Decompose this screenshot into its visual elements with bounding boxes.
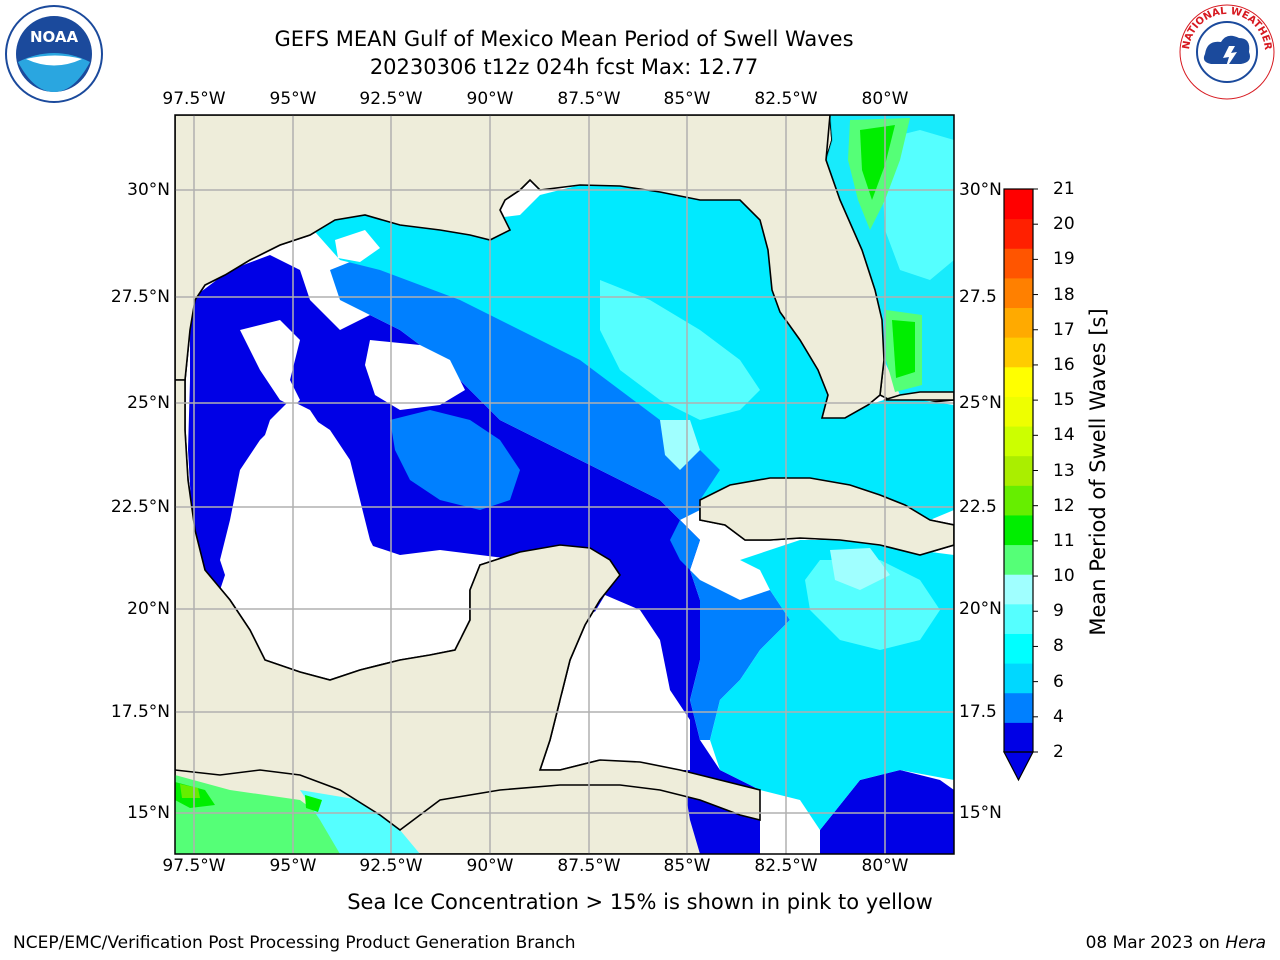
colorbar-tick-label: 17 [1053,319,1075,340]
colorbar-swatch [1004,218,1033,249]
map-subtitle: 20230306 t12z 024h fcst Max: 12.77 [369,55,759,79]
lon-label-bottom: 95°W [269,856,317,876]
colorbar-swatch [1004,514,1033,546]
colorbar-swatch [1004,277,1033,309]
sea-ice-caption: Sea Ice Concentration > 15% is shown in … [347,890,933,914]
lat-label-left: 25°N [127,393,170,413]
footer-credit: NCEP/EMC/Verification Post Processing Pr… [13,933,576,953]
colorbar-swatch [1004,248,1033,279]
colorbar-tick-label: 18 [1053,284,1075,305]
colorbar-tick-label: 10 [1053,566,1075,587]
lon-label-bottom: 80°W [861,856,909,876]
colorbar-tick-label: 12 [1053,495,1075,516]
colorbar-tick-label: 11 [1053,530,1075,551]
colorbar-swatch [1004,544,1033,575]
colorbar-swatch [1004,337,1033,368]
nws-logo: NATIONAL WEATHER SERVICE [1177,2,1275,100]
lon-label-bottom: 87.5°W [557,856,621,876]
lat-label-right: 15°N [959,803,1002,823]
colorbar-tick-label: 15 [1053,390,1075,411]
lon-label-bottom: 90°W [466,856,514,876]
colorbar-tick-label: 14 [1053,425,1075,446]
lat-label-right: 22.5 [959,497,997,517]
colorbar-swatch [1004,396,1033,427]
lat-label-left: 20°N [127,599,170,619]
swell-field [175,115,954,854]
lat-label-right: 27.5 [959,287,997,307]
lon-label-top: 95°W [269,89,317,109]
colorbar-swatch [1004,603,1033,634]
lat-label-left: 27.5°N [110,287,170,307]
lon-label-top: 85°W [663,89,711,109]
colorbar-swatch [1004,663,1033,694]
colorbar-tick-label: 8 [1053,636,1064,657]
colorbar-swatch [1004,485,1033,516]
colorbar-swatch [1004,366,1033,397]
lat-label-left: 30°N [127,180,170,200]
colorbar-swatch [1004,574,1033,605]
colorbar-tick-label: 6 [1053,671,1064,692]
colorbar-title: Mean Period of Swell Waves [s] [1086,308,1110,636]
lat-label-right: 30°N [959,180,1002,200]
colorbar-tick-label: 2 [1053,742,1064,762]
footer-host: Hera [1225,933,1266,953]
colorbar-tick-label: 4 [1053,706,1064,727]
map-frame [174,114,955,855]
lat-label-right: 20°N [959,599,1002,619]
lon-label-bottom: 85°W [663,856,711,876]
colorbar-tick-label: 16 [1053,354,1075,375]
colorbar-tick-label: 19 [1053,249,1075,270]
lat-label-right: 25°N [959,393,1002,413]
lat-label-left: 22.5°N [110,497,170,517]
lat-label-right: 17.5 [959,702,997,722]
lon-label-bottom: 97.5°W [162,856,226,876]
footer-date-text: 08 Mar 2023 on [1085,933,1220,953]
lon-label-top: 97.5°W [162,89,226,109]
map-title: GEFS MEAN Gulf of Mexico Mean Period of … [274,27,854,51]
colorbar-swatch [1004,189,1033,220]
lon-label-top: 90°W [466,89,514,109]
colorbar-swatch [1004,307,1033,338]
lon-label-bottom: 82.5°W [754,856,818,876]
graticule [175,115,954,854]
colorbar-swatch [1004,455,1033,486]
lat-label-left: 15°N [127,803,170,823]
colorbar-extend-arrow [1003,751,1034,782]
colorbar-swatch [1004,692,1033,723]
lon-label-top: 82.5°W [754,89,818,109]
colorbar-swatch [1004,722,1033,753]
svg-text:NOAA: NOAA [30,28,79,46]
noaa-logo: NOAA [5,5,103,103]
lat-label-left: 17.5°N [110,702,170,722]
colorbar-tick-label: 13 [1053,460,1075,481]
colorbar-tick-label: 21 [1053,179,1075,199]
colorbar-swatch [1004,633,1033,664]
lon-label-top: 92.5°W [359,89,423,109]
colorbar-tick-label: 20 [1053,214,1075,235]
colorbar [1003,188,1038,782]
colorbar-tick-label: 9 [1053,601,1064,622]
lon-label-top: 87.5°W [557,89,621,109]
lon-label-top: 80°W [861,89,909,109]
lon-label-bottom: 92.5°W [359,856,423,876]
footer-date: 08 Mar 2023 on Hera [1086,933,1266,953]
colorbar-swatch [1004,426,1033,457]
